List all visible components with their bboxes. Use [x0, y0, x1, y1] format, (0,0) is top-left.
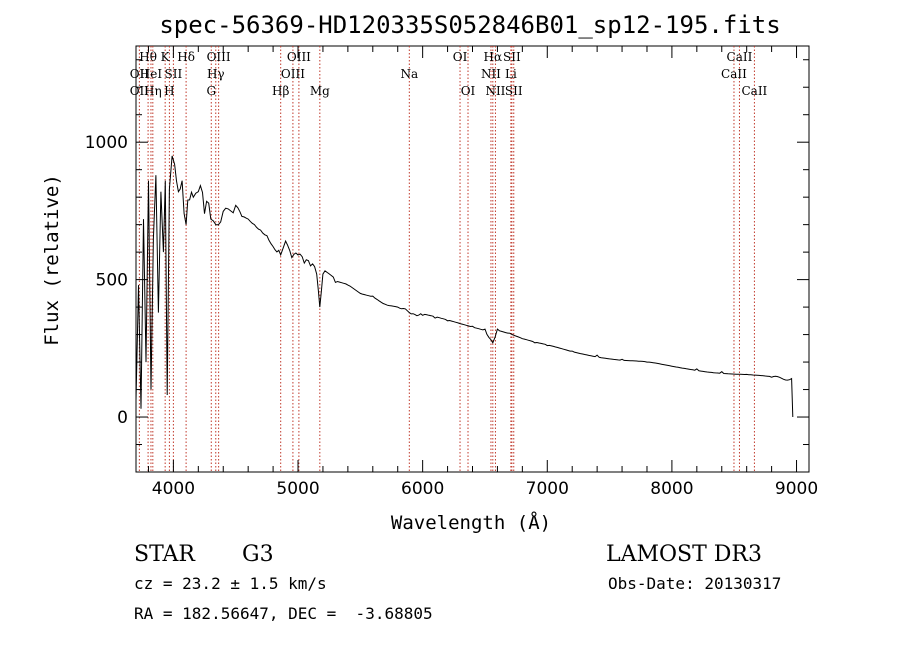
y-tick-label-0: 0 — [117, 408, 128, 428]
line-marker-label-19: Hα — [484, 50, 503, 64]
line-marker-label-24: SII — [505, 84, 523, 98]
line-marker-label-10: Hγ — [207, 67, 225, 81]
line-marker-label-14: OIII — [281, 67, 305, 81]
x-tick-label-1: 5000 — [276, 479, 319, 499]
line-marker-label-20: SII — [503, 50, 521, 64]
line-marker-label-12: Hβ — [272, 84, 289, 98]
line-marker-label-26: CaII — [721, 67, 747, 81]
x-axis-label: Wavelength (Å) — [391, 511, 551, 534]
object-subclass: G3 — [242, 542, 274, 567]
line-marker-label-8: Hδ — [177, 50, 195, 64]
line-marker-label-27: CaII — [741, 84, 767, 98]
plot-frame — [135, 45, 810, 473]
line-marker-label-13: OIII — [287, 50, 311, 64]
line-marker-label-0: Hθ — [139, 50, 157, 64]
axis-tick-labels: 4000 5000 6000 7000 8000 9000 0 500 1000 — [85, 133, 818, 499]
axis-ticks — [136, 46, 809, 472]
line-marker-label-21: NII — [481, 67, 501, 81]
chart-title: spec-56369-HD120335S052846B01_sp12-195.f… — [159, 11, 780, 39]
line-marker-label-3: HeI — [140, 67, 163, 81]
line-marker-label-25: CaII — [727, 50, 753, 64]
line-marker-label-22: Li — [505, 67, 517, 81]
spectrum-series-line — [135, 155, 794, 418]
line-marker-label-15: Mg — [310, 84, 330, 98]
line-marker-label-11: G — [206, 84, 216, 98]
y-tick-label-1: 500 — [96, 271, 128, 291]
x-tick-label-3: 7000 — [526, 479, 569, 499]
y-axis-label: Flux (relative) — [41, 174, 63, 346]
line-marker-label-6: SII — [165, 67, 183, 81]
line-marker-label-1: OII — [130, 67, 150, 81]
object-class: STAR — [134, 542, 196, 567]
line-marker-label-2: OII — [130, 84, 150, 98]
line-marker-lines — [138, 46, 755, 472]
y-tick-label-2: 1000 — [85, 133, 128, 153]
survey-name: LAMOST DR3 — [606, 542, 762, 567]
redshift-text: cz = 23.2 ± 1.5 km/s — [134, 574, 327, 593]
line-marker-label-16: Na — [400, 67, 418, 81]
line-marker-label-9: OIII — [207, 50, 231, 64]
line-marker-label-18: OI — [461, 84, 476, 98]
x-tick-label-4: 8000 — [650, 479, 693, 499]
coordinates-text: RA = 182.56647, DEC = -3.68805 — [134, 604, 433, 623]
line-marker-label-23: NII — [485, 84, 505, 98]
x-tick-label-2: 6000 — [401, 479, 444, 499]
obs-date-text: Obs-Date: 20130317 — [608, 574, 781, 593]
line-marker-label-7: H — [164, 84, 174, 98]
x-tick-label-0: 4000 — [152, 479, 195, 499]
line-marker-label-5: K — [161, 50, 171, 64]
x-tick-label-5: 9000 — [775, 479, 818, 499]
line-marker-label-17: OI — [453, 50, 468, 64]
line-marker-label-4: Hη — [144, 84, 162, 98]
